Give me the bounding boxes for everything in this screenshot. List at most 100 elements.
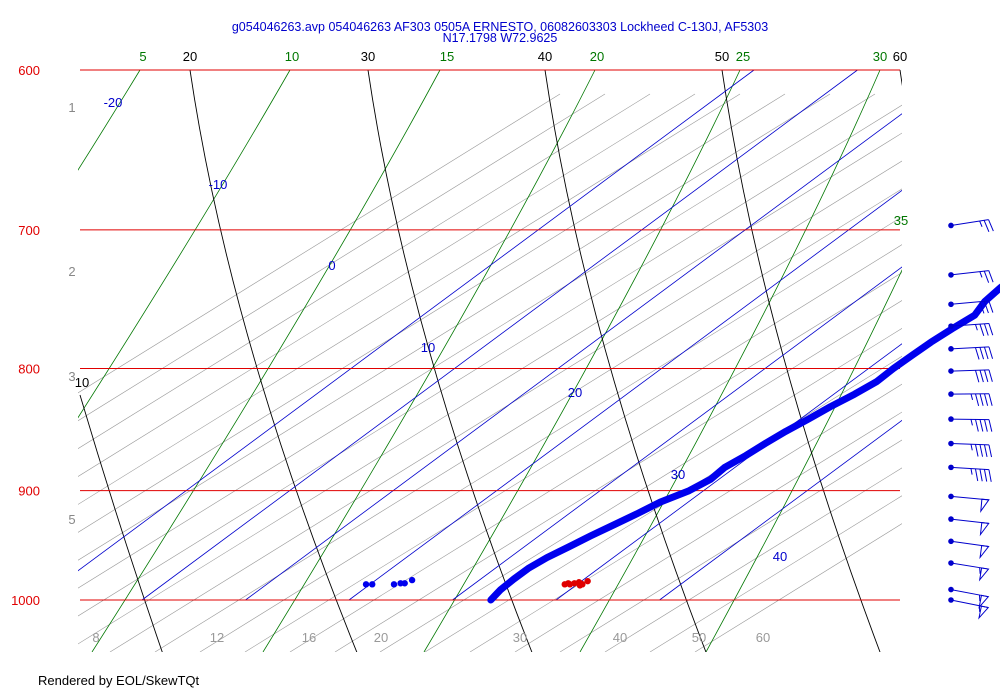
wind-barb-feather: [979, 347, 985, 360]
wind-barb: [948, 516, 990, 537]
moist-adiabat-line: [423, 69, 741, 652]
wind-barb-feather: [979, 393, 984, 406]
moist-adiabat-label: 15: [440, 49, 454, 64]
dewpoint-point: [362, 581, 370, 588]
isobars: [80, 69, 900, 601]
moist-adiabat-label: 25: [736, 49, 750, 64]
wind-barb-flag: [980, 498, 990, 513]
wind-barb-half-feather: [979, 567, 981, 574]
wind-barb-feather: [988, 393, 993, 406]
wind-barb-feather: [988, 469, 992, 482]
mixing-ratio-label: 30: [513, 630, 527, 645]
wind-barb-feather: [974, 468, 979, 482]
wind-barb-half-feather: [970, 468, 973, 475]
mixing-ratio-line: [78, 93, 561, 394]
isotherm-label: -20: [104, 95, 123, 110]
moist-adiabat-label: 20: [590, 49, 604, 64]
wind-barb-staff: [950, 443, 989, 446]
moist-adiabat-label: 10: [285, 49, 299, 64]
dry-adiabat-line: [544, 69, 707, 652]
wind-barb-feather: [984, 393, 989, 406]
wind-barb: [948, 300, 994, 314]
isotherm-label: 0: [328, 258, 335, 273]
wind-barb-feather: [988, 323, 994, 336]
isotherm-line: [659, 419, 902, 601]
moist-adiabat-line: [91, 69, 441, 652]
mixing-ratio-line: [78, 93, 696, 477]
wind-barb-half-feather: [979, 271, 983, 278]
mixing-ratio-line: [604, 467, 902, 652]
wind-barbs: [948, 219, 994, 620]
mixing-ratio-line: [109, 160, 902, 652]
wind-barb-flag: [979, 544, 990, 560]
mixing-ratio-line: [334, 300, 902, 652]
wind-barb-feather: [979, 323, 985, 336]
isotherm-label: 20: [568, 385, 582, 400]
wind-barb-staff: [950, 466, 989, 471]
wind-barb-feather: [983, 469, 988, 482]
dry-adiabat-label: 40: [538, 49, 552, 64]
wind-barb-feather: [988, 346, 994, 359]
wind-barb-station: [948, 368, 954, 374]
pressure-label: 1000: [11, 593, 40, 608]
mixing-ratio-line: [78, 93, 831, 561]
wind-barb: [948, 464, 992, 482]
moist-adiabat-line: [262, 69, 596, 652]
moist-adiabat-line: [705, 269, 902, 652]
dry-adiabat-label: 20: [183, 49, 197, 64]
height-km-label: 2: [68, 264, 75, 279]
sounding-profile: [362, 283, 1000, 604]
wind-barb-station: [948, 391, 954, 397]
dewpoint-point: [369, 581, 376, 588]
mixing-ratio-line: [78, 93, 651, 449]
wind-barb: [948, 560, 990, 582]
mixing-ratio-line: [78, 93, 876, 589]
dry-adiabat-line: [189, 69, 358, 652]
dry-adiabats: [79, 69, 902, 652]
pressure-label: 900: [18, 484, 40, 499]
isotherm-label: 30: [671, 467, 685, 482]
mixing-ratio-label: 50: [692, 630, 706, 645]
isotherm-line: [78, 69, 755, 572]
wind-barb-feather: [975, 370, 980, 383]
mixing-ratio-line: [154, 188, 902, 652]
wind-barb-flag: [978, 605, 990, 620]
isotherms: [78, 69, 902, 601]
wind-barb-feather: [983, 323, 989, 336]
wind-barb-feather: [984, 419, 988, 432]
wind-barb-feather: [974, 347, 980, 360]
dry-adiabat-label: 50: [715, 49, 729, 64]
axis-labels: 600 700 800 900 1000 -20 -10 0 10 20 30 40 20 30 40 50 6…: [11, 49, 908, 645]
wind-barb-staff: [950, 418, 990, 421]
wind-barb-staff: [950, 219, 989, 226]
wind-barb: [948, 346, 994, 360]
isotherm-line: [348, 189, 902, 601]
dewpoint-point: [408, 576, 416, 584]
dry-adiabat-label: 10: [75, 375, 89, 390]
isotherm-label: 10: [421, 340, 435, 355]
wind-barb-feather: [979, 301, 985, 314]
wind-barb-feather: [979, 444, 984, 457]
wind-barb-flag: [979, 522, 990, 537]
mixing-ratio-label: 16: [302, 630, 316, 645]
wind-barb: [948, 440, 993, 458]
moist-adiabat-label: 35: [894, 213, 908, 228]
mixing-ratio-line: [78, 104, 902, 617]
wind-barb-station: [948, 272, 954, 278]
temperature-point: [576, 582, 584, 589]
wind-barb-half-feather: [970, 393, 974, 401]
wind-barb-feather: [988, 419, 993, 432]
mixing-ratio-line: [469, 383, 902, 652]
dry-adiabat-line: [79, 394, 163, 652]
mixing-ratio-line: [78, 132, 902, 645]
wind-barb-flag: [978, 567, 990, 582]
height-km-label: 3: [68, 369, 75, 384]
wind-barb: [948, 493, 990, 513]
pressure-label: 800: [18, 361, 40, 376]
wind-barb-staff: [950, 322, 989, 327]
isotherm-line: [555, 343, 902, 601]
wind-barb-half-feather: [974, 324, 978, 331]
moist-adiabat-line: [78, 69, 291, 419]
wind-barb-feather: [979, 370, 984, 383]
wind-barb: [948, 391, 993, 406]
